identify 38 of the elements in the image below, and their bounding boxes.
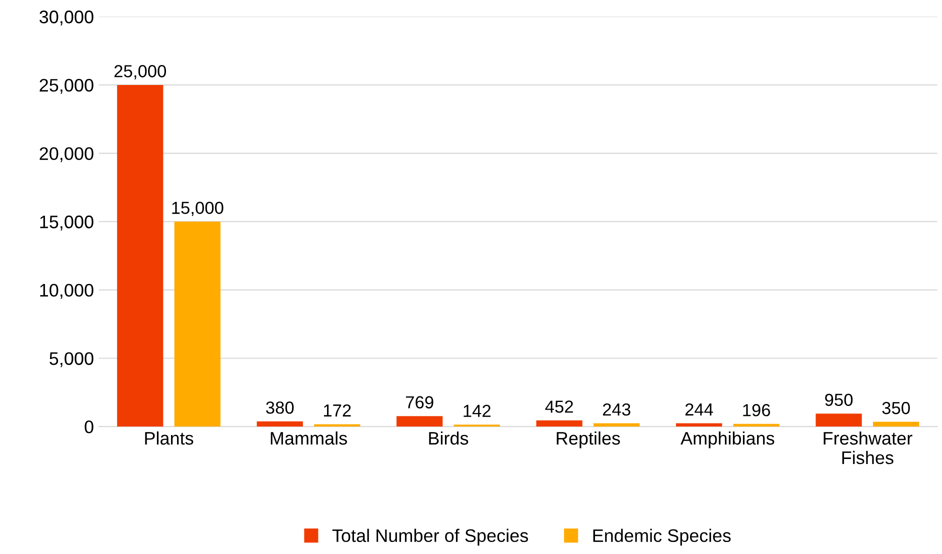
data-label: 25,000: [114, 65, 166, 80]
bar: [676, 423, 722, 427]
y-tick-label: 5,000: [50, 352, 94, 368]
bar: [314, 424, 360, 427]
data-label: 244: [685, 403, 714, 416]
legend-label: Total Number of Species: [332, 528, 528, 546]
bar: [174, 222, 220, 427]
bar: [256, 421, 303, 427]
y-tick-label: 25,000: [40, 78, 94, 94]
data-label: 950: [825, 394, 853, 406]
y-tick-label: 20,000: [40, 147, 94, 162]
y-tick-label: 0: [84, 420, 94, 434]
data-label: 172: [324, 404, 351, 416]
data-label: 350: [882, 402, 910, 414]
y-tick-label: 15,000: [40, 216, 94, 230]
x-tick-label: Mammals: [270, 431, 347, 445]
data-label: 243: [603, 403, 630, 416]
x-tick-label: Plants: [145, 431, 194, 445]
bar: [117, 84, 164, 427]
data-label: 196: [743, 404, 770, 416]
bar: [873, 422, 920, 427]
data-label: 769: [406, 396, 434, 408]
bar: [396, 416, 443, 427]
data-label: 380: [266, 401, 294, 414]
x-tick-label: Amphibians: [680, 431, 774, 448]
x-tick-label: Birds: [429, 431, 468, 445]
data-label: 15,000: [172, 202, 224, 216]
legend-label: Endemic Species: [593, 528, 731, 546]
bar: [816, 414, 862, 427]
data-label: 452: [545, 400, 573, 413]
x-tick-label: Reptiles: [556, 431, 620, 448]
y-tick-label: 10,000: [40, 284, 94, 299]
data-label: 142: [464, 404, 490, 417]
x-tick-label: Freshwater Fishes: [824, 431, 912, 464]
bar: [536, 420, 582, 427]
bar: [733, 424, 780, 427]
bar: [594, 423, 640, 427]
y-tick-label: 30,000: [40, 10, 94, 26]
